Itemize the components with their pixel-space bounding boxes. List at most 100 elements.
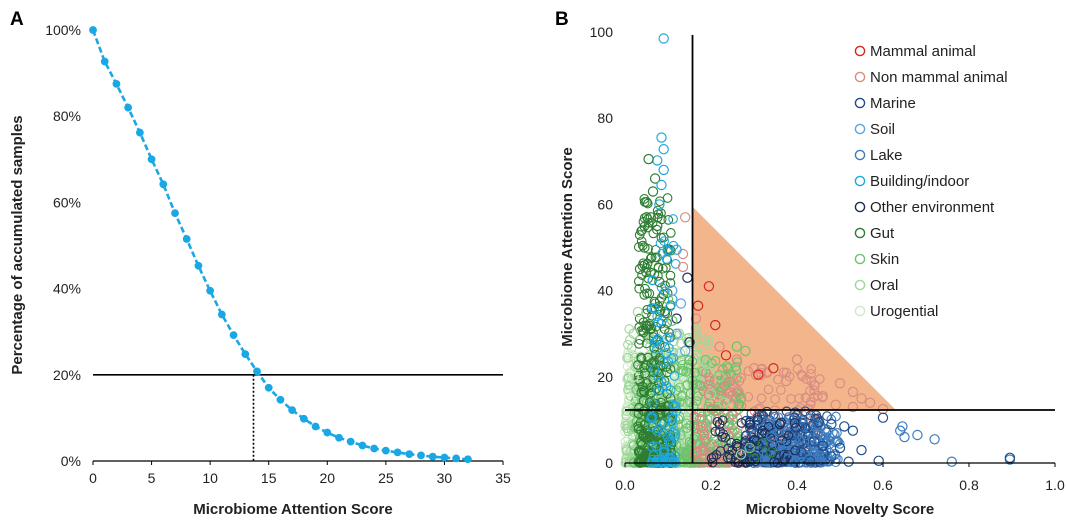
panel-b-cloud-point: [651, 441, 662, 452]
panel-b-cloud-point: [721, 373, 731, 383]
panel-b-cloud-point: [636, 236, 647, 247]
panel-a-data-point: [206, 286, 215, 295]
panel-b-data-point: [662, 294, 674, 305]
legend-marker: [854, 97, 866, 109]
panel-b-cloud-point: [825, 432, 835, 443]
legend-marker: [854, 201, 866, 213]
panel-b-cloud-point: [776, 417, 786, 428]
panel-b-cloud-point: [730, 394, 741, 404]
legend-label: Lake: [870, 147, 903, 164]
panel-b-data-point: [680, 345, 691, 357]
panel-b-data-point: [710, 406, 721, 417]
legend-marker: [854, 71, 866, 83]
panel-a-y-tick-label: 100%: [45, 22, 81, 38]
panel-b-cloud-point: [652, 205, 663, 216]
panel-b-data-point: [690, 313, 702, 324]
panel-b-cloud-point: [671, 385, 682, 395]
panel-b-cloud-point: [689, 411, 700, 422]
panel-b-cloud-point: [714, 419, 725, 429]
panel-b-data-point: [781, 375, 792, 387]
panel-b-data-point: [643, 153, 654, 165]
panel-b-data-point: [817, 391, 829, 402]
panel-b-cloud-point: [756, 393, 767, 404]
panel-a-y-tick-label: 60%: [53, 194, 81, 210]
panel-b-cloud-point: [633, 370, 644, 381]
panel-b-data-point: [658, 143, 669, 155]
panel-b-cloud-point: [720, 432, 731, 443]
panel-b-cloud-point: [763, 384, 774, 395]
legend-marker: [854, 45, 866, 57]
panel-b-cloud-point: [805, 399, 816, 410]
panel-b-x-tick-label: 0.6: [873, 477, 893, 493]
panel-b-cloud-point: [685, 388, 696, 399]
panel-b-data-point: [658, 33, 669, 44]
panel-b-data-point: [817, 440, 829, 451]
panel-b-data-point: [680, 212, 691, 223]
panel-b-data-point: [624, 393, 635, 404]
panel-b-cloud-point: [637, 260, 648, 271]
panel-b-data-point: [800, 423, 811, 434]
panel-b-data-point: [731, 354, 743, 365]
panel-b-cloud-point: [712, 416, 723, 427]
panel-b-cloud-point: [789, 418, 800, 428]
panel-b-cloud-point: [651, 336, 662, 346]
panel-b-cloud-point: [654, 306, 665, 317]
panel-b-data-point: [628, 371, 639, 382]
panel-b-cloud-point: [658, 357, 669, 368]
panel-b-cloud-point: [658, 232, 669, 243]
panel-a-x-ticks: 0 5 10 15 20 25 30 35: [89, 461, 511, 486]
panel-b-cloud-point: [721, 370, 731, 380]
panel-b-cloud-point: [826, 414, 837, 425]
panel-b-data-point: [634, 263, 646, 275]
panel-b-data-point: [740, 345, 751, 357]
panel-a-data-point: [182, 235, 191, 243]
panel-b-cloud-point: [715, 426, 725, 437]
panel-a-data-point: [159, 180, 168, 189]
legend-label: Other environment: [870, 199, 995, 216]
panel-b-cloud-point: [729, 379, 739, 390]
panel-b-cloud-point: [633, 360, 643, 370]
panel-b-cloud-point: [695, 413, 705, 424]
panel-b-cloud-point: [665, 301, 676, 312]
panel-b-cloud-point: [790, 445, 801, 456]
panel-b-cloud-point: [717, 364, 728, 375]
panel-b-cloud-point: [809, 385, 820, 396]
panel-b-y-tick-label: 100: [590, 24, 614, 40]
panel-b-cloud-point: [670, 432, 680, 442]
panel-a-x-tick-label: 10: [202, 470, 218, 486]
panel-b-cloud-point: [665, 385, 676, 395]
panel-b-cloud-point: [638, 395, 649, 406]
legend-marker: [854, 123, 866, 135]
panel-b-cloud-point: [639, 362, 649, 373]
panel-b-cloud-point: [662, 431, 673, 442]
panel-b-points: [624, 33, 1016, 467]
panel-b-data-point: [757, 438, 768, 449]
legend-marker: [854, 253, 866, 265]
panel-b-data-point: [654, 199, 665, 210]
panel-b-cloud-point: [700, 436, 711, 447]
panel-a-x-tick-label: 15: [261, 470, 277, 486]
panel-b-data-point: [864, 397, 876, 408]
panel-b-data-point: [703, 281, 715, 292]
panel-b-cloud-point: [646, 441, 657, 452]
panel-b-data-point: [723, 363, 734, 374]
panel-b-cloud-point: [647, 275, 658, 286]
panel-a-data-point: [89, 26, 97, 34]
panel-b-cloud-point: [700, 354, 711, 365]
panel-b-cloud-point: [622, 353, 632, 363]
panel-b-cloud-point: [727, 445, 738, 456]
panel-b-data-point: [856, 393, 867, 404]
panel-b-cloud-point: [634, 338, 644, 349]
panel-b-data-point: [768, 363, 779, 374]
panel-b-cloud-point: [669, 456, 680, 467]
panel-b-data-point: [645, 212, 657, 223]
panel-b-cloud-point: [677, 359, 688, 370]
panel-b-data-point: [731, 341, 743, 352]
panel-b-x-tick-label: 0.8: [959, 477, 979, 493]
panel-b-cloud-point: [621, 410, 631, 421]
panel-a-data-point: [358, 441, 367, 450]
panel-b-data-point: [667, 315, 678, 326]
panel-b-cloud-point: [800, 406, 811, 417]
panel-b-data-point: [929, 434, 940, 445]
